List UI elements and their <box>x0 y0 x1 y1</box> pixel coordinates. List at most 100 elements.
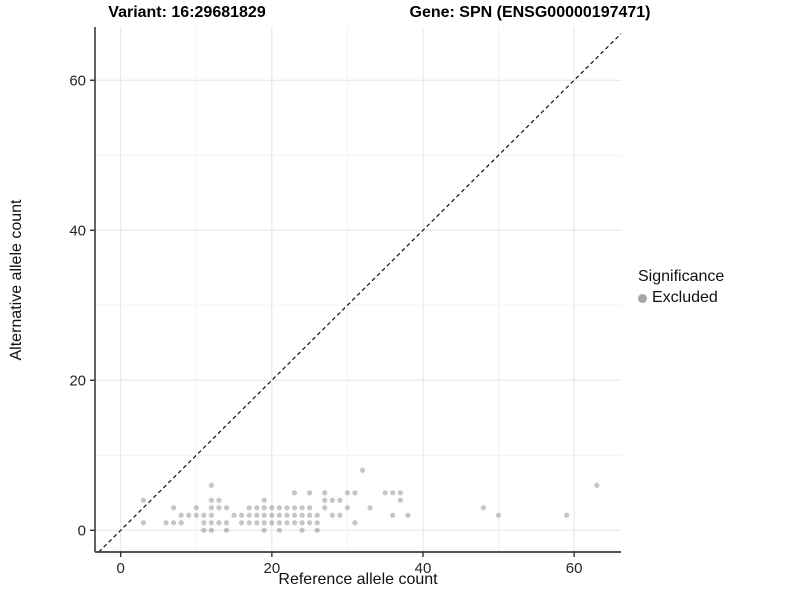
scatter-point <box>208 527 214 533</box>
scatter-point <box>178 520 184 526</box>
x-tick-label: 40 <box>415 560 432 577</box>
scatter-point <box>390 512 396 518</box>
scatter-point <box>284 505 290 511</box>
scatter-point <box>495 512 502 518</box>
scatter-point <box>284 512 290 518</box>
scatter-point <box>563 512 570 518</box>
scatter-point <box>344 490 351 496</box>
scatter-point <box>276 520 283 526</box>
scatter-point <box>594 482 600 488</box>
scatter-point <box>261 505 267 511</box>
scatter-point <box>261 520 267 526</box>
scatter-point <box>208 482 214 488</box>
scatter-point <box>307 512 313 518</box>
scatter-point <box>276 505 283 511</box>
scatter-point <box>322 490 328 496</box>
scatter-point <box>291 520 298 526</box>
scatter-point <box>359 467 366 473</box>
y-tick-label: 60 <box>69 72 86 89</box>
scatter-point <box>352 520 358 526</box>
scatter-point <box>269 512 275 518</box>
scatter-point <box>314 520 320 526</box>
scatter-point <box>337 512 343 518</box>
x-axis-label: Reference allele count <box>278 571 438 588</box>
scatter-point <box>261 527 267 533</box>
scatter-point <box>269 520 275 526</box>
identity-line <box>98 33 622 553</box>
legend-item-excluded: Excluded <box>638 289 724 307</box>
scatter-point <box>201 520 207 526</box>
scatter-point <box>261 512 267 518</box>
scatter-point <box>193 505 199 511</box>
scatter-point <box>299 512 305 518</box>
scatter-point <box>239 512 245 518</box>
scatter-point <box>170 505 177 511</box>
scatter-point <box>223 527 230 533</box>
scatter-point <box>246 520 252 526</box>
scatter-point <box>208 512 214 518</box>
legend-point-icon <box>638 293 647 303</box>
scatter-point <box>291 490 298 496</box>
scatter-point <box>246 505 252 511</box>
y-tick-label: 20 <box>69 372 86 389</box>
scatter-point <box>382 490 388 496</box>
scatter-point <box>405 512 411 518</box>
scatter-point <box>276 527 283 533</box>
scatter-point <box>480 505 487 511</box>
scatter-point <box>291 512 298 518</box>
x-tick-label: 60 <box>566 560 583 577</box>
scatter-point <box>239 520 245 526</box>
scatter-point <box>299 527 305 533</box>
scatter-point <box>299 505 305 511</box>
y-tick-label: 0 <box>78 522 86 539</box>
scatter-point <box>397 497 403 503</box>
scatter-point <box>208 505 214 511</box>
scatter-point <box>140 520 146 526</box>
scatter-point <box>170 520 177 526</box>
scatter-point <box>276 512 283 518</box>
scatter-point <box>314 527 320 533</box>
scatter-point <box>216 497 222 503</box>
scatter-point <box>307 490 313 496</box>
scatter-point <box>284 520 290 526</box>
scatter-point <box>261 497 267 503</box>
scatter-point <box>216 520 222 526</box>
scatter-point <box>307 505 313 511</box>
scatter-point <box>193 512 199 518</box>
scatter-point <box>269 505 275 511</box>
legend-item-label: Excluded <box>652 289 718 306</box>
scatter-point <box>344 505 351 511</box>
scatter-point <box>352 490 358 496</box>
scatter-point <box>231 512 237 518</box>
scatter-point <box>208 497 214 503</box>
y-axis-label: Alternative allele count <box>8 199 25 361</box>
scatter-point <box>390 490 396 496</box>
variant-title: Variant: 16:29681829 <box>108 4 266 21</box>
scatter-point <box>223 505 230 511</box>
scatter-point <box>208 520 214 526</box>
scatter-point <box>329 497 335 503</box>
scatter-point <box>397 490 403 496</box>
scatter-point <box>299 520 305 526</box>
scatter-point <box>322 505 328 511</box>
x-tick-label: 20 <box>264 560 281 577</box>
scatter-point <box>140 497 146 503</box>
scatter-point <box>254 505 260 511</box>
scatter-point <box>314 512 320 518</box>
scatter-point <box>223 520 230 526</box>
scatter-point <box>307 520 313 526</box>
scatter-point <box>322 497 328 503</box>
scatter-point <box>291 505 298 511</box>
scatter-point <box>163 520 169 526</box>
scatter-point <box>254 512 260 518</box>
scatter-point <box>201 527 207 533</box>
scatter-point <box>367 505 373 511</box>
scatter-point <box>186 512 192 518</box>
legend-title: Significance <box>638 268 725 285</box>
gene-title: Gene: SPN (ENSG00000197471) <box>409 4 651 21</box>
scatter-point <box>216 505 222 511</box>
scatter-point <box>201 512 207 518</box>
scatter-point <box>246 512 252 518</box>
